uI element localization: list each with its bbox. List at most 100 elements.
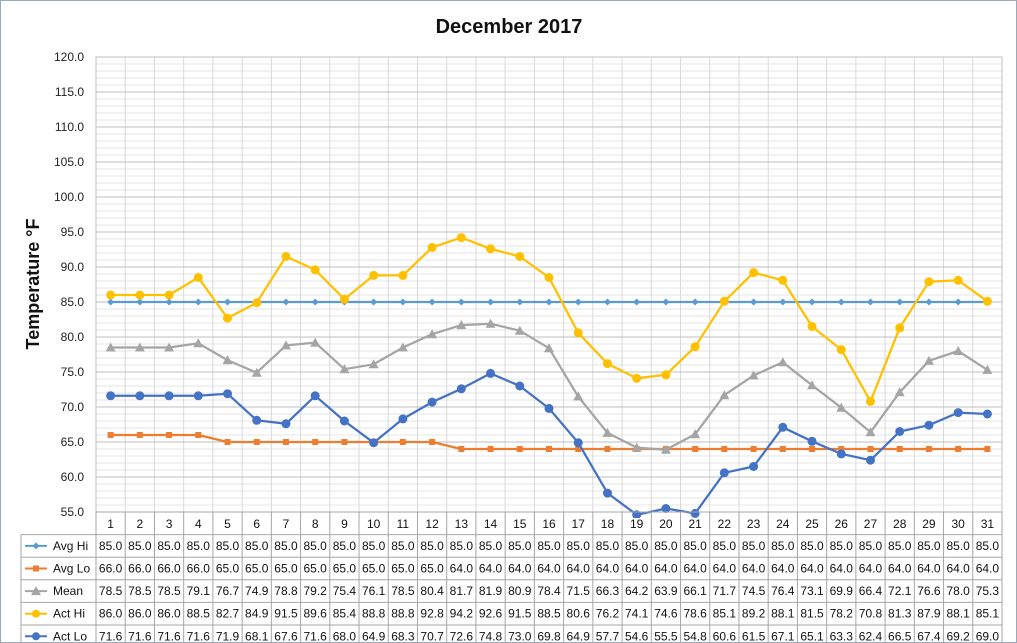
data-point — [544, 403, 554, 413]
data-point — [427, 242, 437, 252]
table-value-cell: 65.0 — [391, 562, 415, 576]
table-value-cell: 65.0 — [333, 562, 357, 576]
x-category-label: 25 — [805, 517, 819, 531]
data-point — [808, 298, 816, 306]
x-category-label: 6 — [253, 517, 260, 531]
table-value-cell: 74.6 — [654, 607, 678, 621]
data-point — [690, 508, 700, 518]
table-value-cell: 85.1 — [976, 607, 1000, 621]
data-point — [602, 359, 612, 369]
table-value-cell: 85.0 — [567, 539, 591, 553]
table-value-cell: 85.0 — [976, 539, 1000, 553]
table-value-cell: 85.0 — [245, 539, 269, 553]
x-category-label: 15 — [513, 517, 527, 531]
x-category-label: 18 — [601, 517, 615, 531]
table-value-cell: 85.0 — [596, 539, 620, 553]
data-point — [573, 391, 584, 401]
data-point — [575, 446, 582, 452]
table-value-cell: 78.8 — [274, 584, 298, 598]
data-point — [750, 298, 758, 306]
table-value-cell: 64.0 — [946, 562, 970, 576]
data-point — [135, 290, 145, 300]
data-point — [982, 409, 992, 419]
data-point — [516, 298, 524, 306]
data-point — [632, 373, 642, 383]
data-point — [193, 338, 204, 348]
table-value-cell: 85.0 — [187, 539, 211, 553]
data-point — [398, 414, 408, 424]
data-point — [224, 298, 232, 306]
x-category-label: 9 — [341, 517, 348, 531]
y-tick-label: 70.0 — [61, 400, 85, 414]
table-value-cell: 66.3 — [596, 584, 620, 598]
table-value-cell: 85.0 — [537, 539, 561, 553]
table-value-cell: 78.5 — [99, 584, 123, 598]
table-value-cell: 91.5 — [508, 607, 532, 621]
data-point — [136, 432, 143, 438]
table-value-cell: 88.5 — [187, 607, 211, 621]
data-point — [953, 275, 963, 285]
table-value-cell: 81.9 — [479, 584, 503, 598]
x-category-label: 3 — [166, 517, 173, 531]
table-value-cell: 64.9 — [567, 629, 591, 642]
data-point — [282, 298, 290, 306]
x-category-label: 17 — [572, 517, 586, 531]
data-point — [223, 313, 233, 323]
table-value-cell: 75.3 — [976, 584, 1000, 598]
table-value-cell: 73.0 — [508, 629, 532, 642]
table-value-cell: 68.3 — [391, 629, 415, 642]
data-point — [456, 233, 466, 243]
data-point — [106, 290, 116, 300]
table-value-cell: 78.5 — [391, 584, 415, 598]
data-point — [865, 455, 875, 465]
x-category-label: 1 — [107, 517, 114, 531]
data-point — [602, 427, 613, 437]
table-value-cell: 87.9 — [917, 607, 941, 621]
data-point — [807, 380, 818, 390]
data-point — [368, 359, 379, 369]
x-category-label: 7 — [283, 517, 290, 531]
series-avg-hi — [107, 298, 991, 306]
data-point — [690, 342, 700, 352]
data-point — [427, 329, 438, 339]
table-value-cell: 65.1 — [800, 629, 824, 642]
legend-key-marker — [32, 632, 40, 641]
table-value-cell: 85.0 — [274, 539, 298, 553]
data-point — [486, 244, 496, 254]
table-value-cell: 78.6 — [683, 607, 707, 621]
series-act-hi — [106, 233, 992, 406]
data-point — [953, 408, 963, 418]
table-value-cell: 85.0 — [128, 539, 152, 553]
y-tick-label: 100.0 — [54, 190, 84, 204]
chart-title: December 2017 — [436, 16, 583, 38]
y-tick-label: 55.0 — [61, 505, 85, 519]
table-value-cell: 66.4 — [859, 584, 883, 598]
table-value-cell: 71.6 — [99, 629, 123, 642]
table-value-cell: 84.9 — [245, 607, 269, 621]
data-point — [865, 396, 875, 406]
data-point — [955, 446, 962, 452]
table-value-cell: 86.0 — [157, 607, 181, 621]
table-value-cell: 60.6 — [713, 629, 737, 642]
table-value-cell: 85.0 — [157, 539, 181, 553]
data-point — [310, 391, 320, 401]
table-value-cell: 57.7 — [596, 629, 620, 642]
data-point — [516, 446, 523, 452]
data-point — [895, 427, 905, 436]
data-point — [719, 468, 729, 478]
x-category-label: 29 — [922, 517, 936, 531]
table-value-cell: 69.2 — [946, 629, 970, 642]
data-point — [252, 415, 262, 425]
data-point — [836, 345, 846, 355]
table-value-cell: 85.0 — [800, 539, 824, 553]
data-point — [807, 436, 817, 446]
table-value-cell: 88.1 — [946, 607, 970, 621]
data-point — [661, 370, 671, 380]
x-category-label: 13 — [455, 517, 469, 531]
data-point — [515, 252, 525, 261]
table-value-cell: 64.0 — [888, 562, 912, 576]
x-category-label: 22 — [718, 517, 732, 531]
table-value-cell: 85.0 — [99, 539, 123, 553]
table-value-cell: 68.0 — [333, 629, 357, 642]
x-category-label: 16 — [542, 517, 556, 531]
